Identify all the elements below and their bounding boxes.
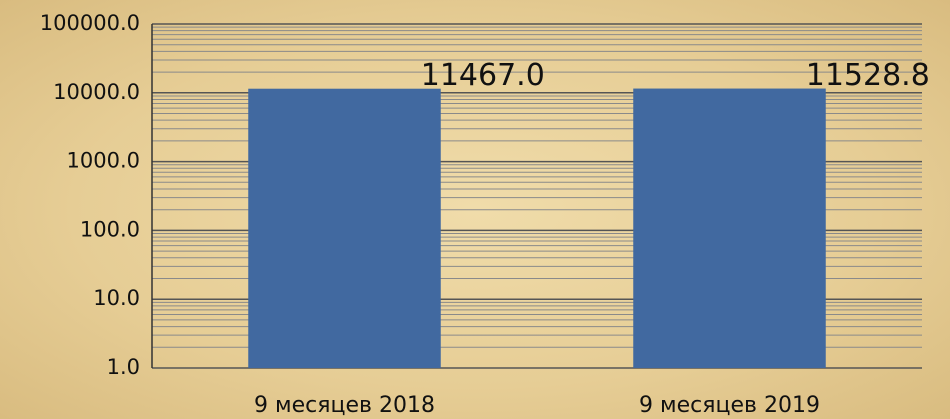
bar <box>633 88 826 368</box>
y-tick-label: 100000.0 <box>40 11 140 35</box>
data-label: 11467.0 <box>421 58 545 93</box>
bar <box>248 88 441 369</box>
data-label: 11528.8 <box>806 58 930 93</box>
y-tick-label: 10000.0 <box>53 80 140 104</box>
x-tick-label: 9 месяцев 2019 <box>639 393 820 418</box>
x-tick-label: 9 месяцев 2018 <box>254 393 435 418</box>
y-tick-label: 1.0 <box>107 355 140 379</box>
y-tick-label: 1000.0 <box>67 149 140 173</box>
y-tick-label: 100.0 <box>80 217 140 241</box>
y-tick-label: 10.0 <box>93 286 140 310</box>
